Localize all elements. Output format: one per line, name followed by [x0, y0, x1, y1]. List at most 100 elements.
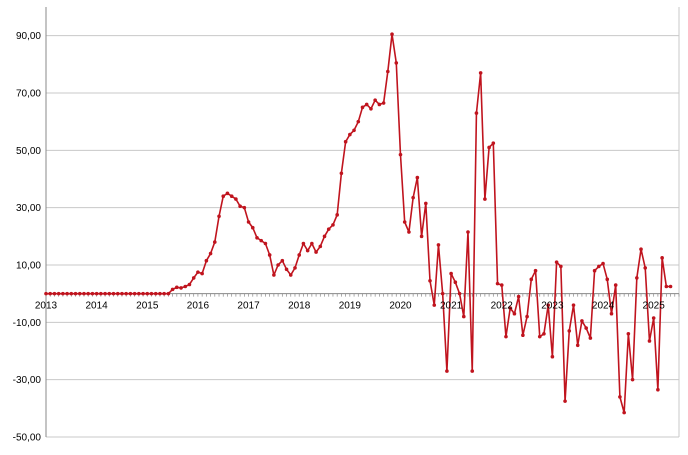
data-point — [208, 251, 213, 256]
data-point — [516, 294, 521, 299]
data-point — [470, 369, 475, 373]
data-point — [664, 284, 669, 289]
data-point — [73, 291, 78, 296]
data-point — [453, 280, 458, 285]
data-point — [179, 286, 183, 290]
x-tick-label: 2024 — [592, 301, 615, 312]
data-point — [166, 291, 171, 296]
data-point — [132, 291, 137, 296]
y-tick-label: -30,00 — [13, 375, 42, 386]
y-tick-label: 30,00 — [16, 203, 41, 214]
data-point — [504, 334, 508, 339]
x-tick-label: 2015 — [136, 301, 159, 312]
data-point — [571, 303, 576, 307]
data-point — [44, 291, 48, 296]
data-point — [512, 311, 517, 316]
data-point — [643, 266, 648, 270]
data-point — [373, 98, 377, 102]
data-point — [284, 267, 289, 272]
data-point — [575, 343, 580, 348]
data-point — [402, 220, 407, 224]
data-point — [618, 395, 622, 399]
x-tick-label: 2025 — [643, 301, 666, 312]
data-point — [221, 194, 226, 198]
data-point — [217, 214, 221, 219]
data-point — [288, 273, 293, 277]
data-point — [280, 258, 285, 263]
data-point — [293, 266, 297, 270]
data-point — [255, 235, 259, 240]
data-point — [419, 234, 424, 239]
data-point — [301, 241, 306, 246]
data-point — [103, 291, 107, 296]
data-point — [343, 139, 348, 144]
data-point — [259, 238, 264, 243]
data-point — [580, 319, 584, 323]
data-point — [204, 258, 209, 263]
data-point — [318, 244, 323, 249]
data-point — [525, 314, 529, 319]
data-point — [466, 230, 470, 234]
data-point — [398, 152, 403, 157]
data-point — [597, 264, 601, 269]
x-tick-label: 2019 — [339, 301, 362, 312]
data-point — [449, 271, 453, 276]
data-point — [660, 256, 664, 260]
data-point — [339, 171, 344, 176]
data-point — [559, 264, 563, 269]
data-point — [238, 204, 242, 209]
label-layer: -50,00 -30,00 -10,00 10,00 30,00 50,00 70,00 90… — [13, 31, 666, 443]
data-point — [474, 111, 479, 115]
data-point — [196, 270, 200, 274]
x-tick-label: 2013 — [35, 301, 58, 312]
data-point — [48, 291, 53, 296]
data-point — [529, 277, 534, 282]
data-point — [622, 410, 626, 415]
data-point — [352, 128, 356, 133]
y-tick-label: 50,00 — [16, 146, 41, 157]
y-tick-label: -50,00 — [13, 433, 42, 444]
data-point — [314, 250, 318, 254]
data-point — [348, 132, 352, 137]
data-point — [483, 197, 487, 201]
data-point — [390, 32, 394, 37]
data-point — [563, 399, 567, 403]
data-point — [542, 332, 546, 336]
y-tick-label: 10,00 — [16, 261, 41, 272]
data-point — [360, 105, 365, 110]
data-point — [187, 282, 192, 287]
data-point — [407, 230, 411, 234]
data-point — [107, 291, 112, 296]
data-point — [297, 253, 302, 257]
data-point — [322, 234, 327, 239]
grid-layer — [46, 35, 679, 438]
data-point — [487, 145, 491, 150]
data-point — [276, 263, 280, 267]
data-point — [191, 276, 196, 280]
data-point — [651, 316, 656, 320]
data-point — [61, 291, 65, 296]
y-tick-label: 90,00 — [16, 31, 41, 42]
data-point — [394, 61, 399, 65]
x-tick-label: 2014 — [86, 301, 109, 312]
data-point — [508, 306, 513, 310]
axis-layer — [45, 7, 680, 437]
data-point — [242, 205, 247, 210]
data-point — [120, 291, 124, 296]
data-point — [326, 227, 331, 231]
data-point — [369, 106, 373, 111]
data-point — [183, 284, 188, 289]
data-point — [635, 276, 639, 280]
x-tick-label: 2023 — [541, 301, 564, 312]
data-point — [377, 102, 382, 107]
data-point — [630, 377, 635, 382]
data-point — [609, 311, 614, 316]
data-point — [432, 303, 437, 307]
series-layer — [44, 32, 673, 415]
x-tick-label: 2018 — [288, 301, 311, 312]
data-point — [149, 291, 154, 296]
data-point — [356, 119, 361, 124]
x-tick-label: 2020 — [389, 301, 412, 312]
data-point — [137, 291, 141, 296]
